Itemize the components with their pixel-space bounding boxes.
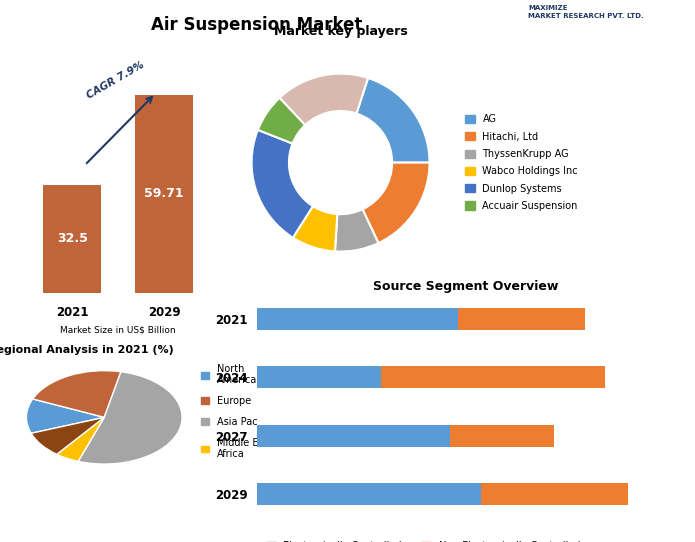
Legend: North
America, Europe, Asia Pacific, Middle East &
Africa: North America, Europe, Asia Pacific, Mid…: [197, 360, 288, 463]
Text: MAXIMIZE
MARKET RESEARCH PVT. LTD.: MAXIMIZE MARKET RESEARCH PVT. LTD.: [528, 5, 644, 20]
Wedge shape: [363, 163, 430, 243]
Text: 59.71: 59.71: [144, 188, 184, 201]
Text: Air Suspension Market: Air Suspension Market: [152, 16, 363, 34]
Wedge shape: [279, 74, 368, 125]
Bar: [450, 424, 555, 447]
Title: Source Segment Overview: Source Segment Overview: [373, 280, 558, 293]
Bar: [257, 424, 450, 447]
Bar: [135, 95, 193, 293]
Wedge shape: [26, 399, 104, 433]
Title: Regional Analysis in 2021 (%): Regional Analysis in 2021 (%): [0, 345, 174, 356]
Bar: [257, 366, 381, 389]
Wedge shape: [57, 417, 104, 461]
Wedge shape: [33, 371, 121, 417]
Wedge shape: [293, 206, 337, 251]
Wedge shape: [78, 372, 182, 464]
Text: 2029: 2029: [148, 306, 180, 319]
Text: CAGR 7.9%: CAGR 7.9%: [85, 60, 145, 101]
Text: Market Size in US$ Billion: Market Size in US$ Billion: [60, 326, 176, 335]
Wedge shape: [31, 417, 104, 454]
Wedge shape: [335, 209, 378, 251]
Legend: Electronically Controlled, Non-Electronically Controlled: Electronically Controlled, Non-Electroni…: [262, 537, 584, 542]
Wedge shape: [258, 98, 305, 144]
Legend: AG, Hitachi, Ltd, ThyssenKrupp AG, Wabco Holdings Inc, Dunlop Systems, Accuair S: AG, Hitachi, Ltd, ThyssenKrupp AG, Wabco…: [461, 111, 582, 215]
Bar: [381, 366, 605, 389]
Bar: [481, 483, 628, 505]
Wedge shape: [252, 130, 313, 238]
Bar: [257, 308, 458, 330]
Text: 2021: 2021: [56, 306, 88, 319]
Bar: [257, 483, 481, 505]
Bar: [43, 185, 101, 293]
Bar: [458, 308, 585, 330]
Wedge shape: [357, 78, 430, 163]
Text: 32.5: 32.5: [57, 233, 88, 246]
Title: Market key players: Market key players: [274, 25, 407, 38]
